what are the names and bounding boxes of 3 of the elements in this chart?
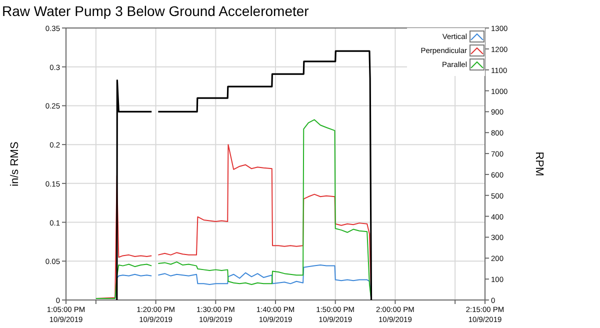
chart-title: Raw Water Pump 3 Below Ground Accelerometer [2, 3, 310, 19]
y-axis-title: in/s RMS [9, 142, 21, 186]
y2-axis-title: RPM [533, 152, 545, 176]
